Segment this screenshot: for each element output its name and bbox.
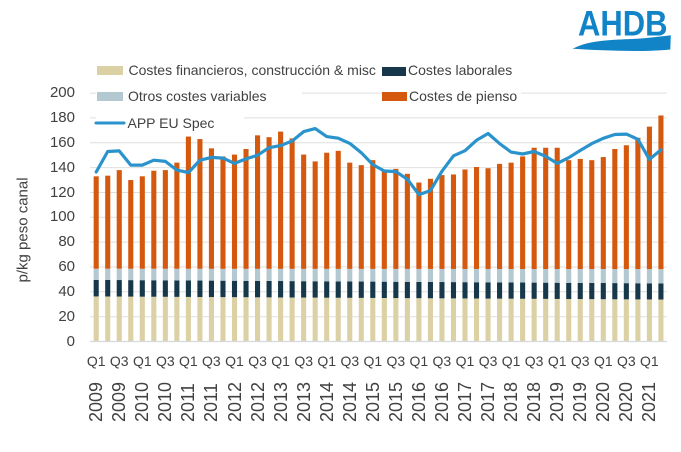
svg-text:AHDB: AHDB	[578, 4, 668, 44]
